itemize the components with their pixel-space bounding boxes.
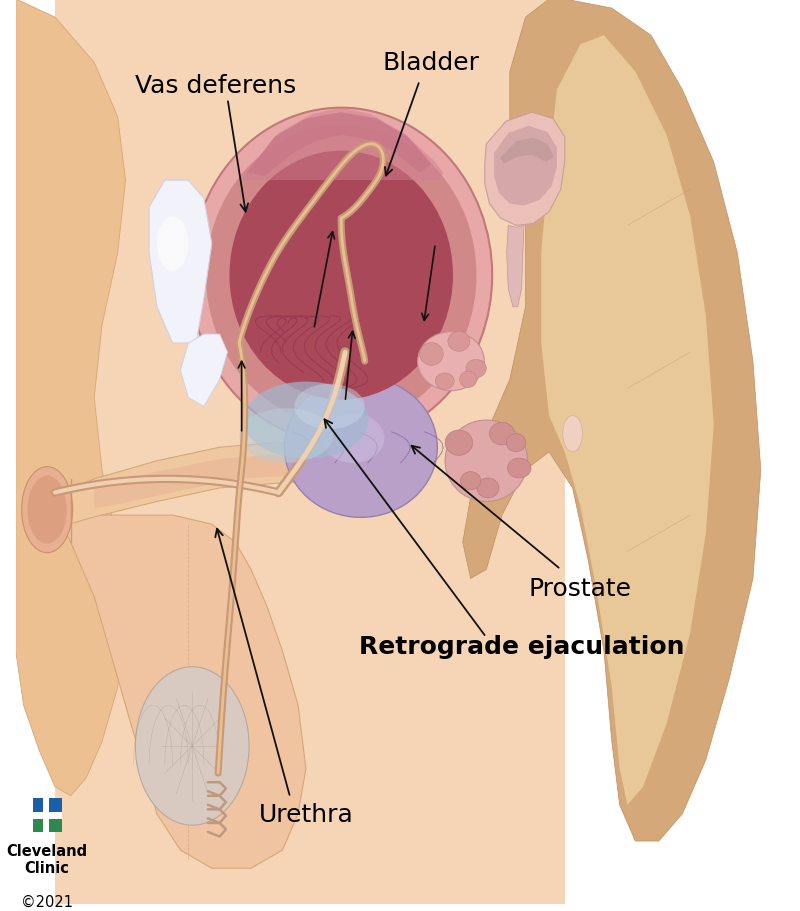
Polygon shape: [485, 113, 565, 226]
Ellipse shape: [157, 217, 188, 271]
Ellipse shape: [230, 151, 453, 400]
Polygon shape: [55, 0, 565, 905]
Text: Cleveland
Clinic: Cleveland Clinic: [6, 843, 88, 875]
Ellipse shape: [239, 409, 334, 463]
Ellipse shape: [435, 374, 454, 390]
Polygon shape: [16, 0, 126, 796]
Text: Prostate: Prostate: [529, 576, 632, 599]
Ellipse shape: [322, 414, 384, 464]
Polygon shape: [63, 516, 306, 868]
Ellipse shape: [445, 431, 473, 456]
Ellipse shape: [445, 421, 527, 502]
Bar: [33, 816, 46, 832]
Bar: [33, 799, 46, 814]
Ellipse shape: [206, 127, 477, 425]
Text: Retrograde ejaculation: Retrograde ejaculation: [359, 635, 684, 659]
Polygon shape: [247, 113, 431, 177]
Ellipse shape: [466, 360, 486, 378]
Polygon shape: [181, 334, 227, 407]
Text: Vas deferens: Vas deferens: [135, 74, 296, 97]
Ellipse shape: [190, 108, 492, 443]
Ellipse shape: [22, 467, 73, 553]
Polygon shape: [149, 181, 212, 343]
Polygon shape: [47, 443, 345, 527]
Ellipse shape: [562, 416, 582, 452]
Ellipse shape: [507, 458, 531, 478]
Bar: [33, 812, 62, 819]
Ellipse shape: [135, 667, 249, 825]
Ellipse shape: [27, 476, 66, 544]
Ellipse shape: [418, 333, 484, 391]
Ellipse shape: [448, 332, 470, 352]
Bar: [48, 799, 62, 814]
Text: Bladder: Bladder: [383, 51, 480, 76]
Polygon shape: [501, 138, 554, 165]
Polygon shape: [542, 36, 714, 805]
Text: Urethra: Urethra: [258, 802, 354, 826]
Polygon shape: [243, 108, 443, 181]
Ellipse shape: [460, 372, 477, 388]
Polygon shape: [494, 127, 557, 206]
Ellipse shape: [461, 472, 481, 490]
Bar: [43, 799, 49, 832]
Polygon shape: [462, 0, 761, 841]
Ellipse shape: [477, 478, 499, 498]
Ellipse shape: [294, 384, 365, 430]
Ellipse shape: [506, 435, 526, 452]
Ellipse shape: [490, 423, 514, 445]
Ellipse shape: [420, 343, 443, 366]
Ellipse shape: [243, 382, 369, 459]
Text: ©2021: ©2021: [21, 894, 73, 908]
Bar: [48, 816, 62, 832]
Polygon shape: [94, 455, 330, 508]
Polygon shape: [506, 226, 524, 308]
Ellipse shape: [284, 377, 438, 517]
